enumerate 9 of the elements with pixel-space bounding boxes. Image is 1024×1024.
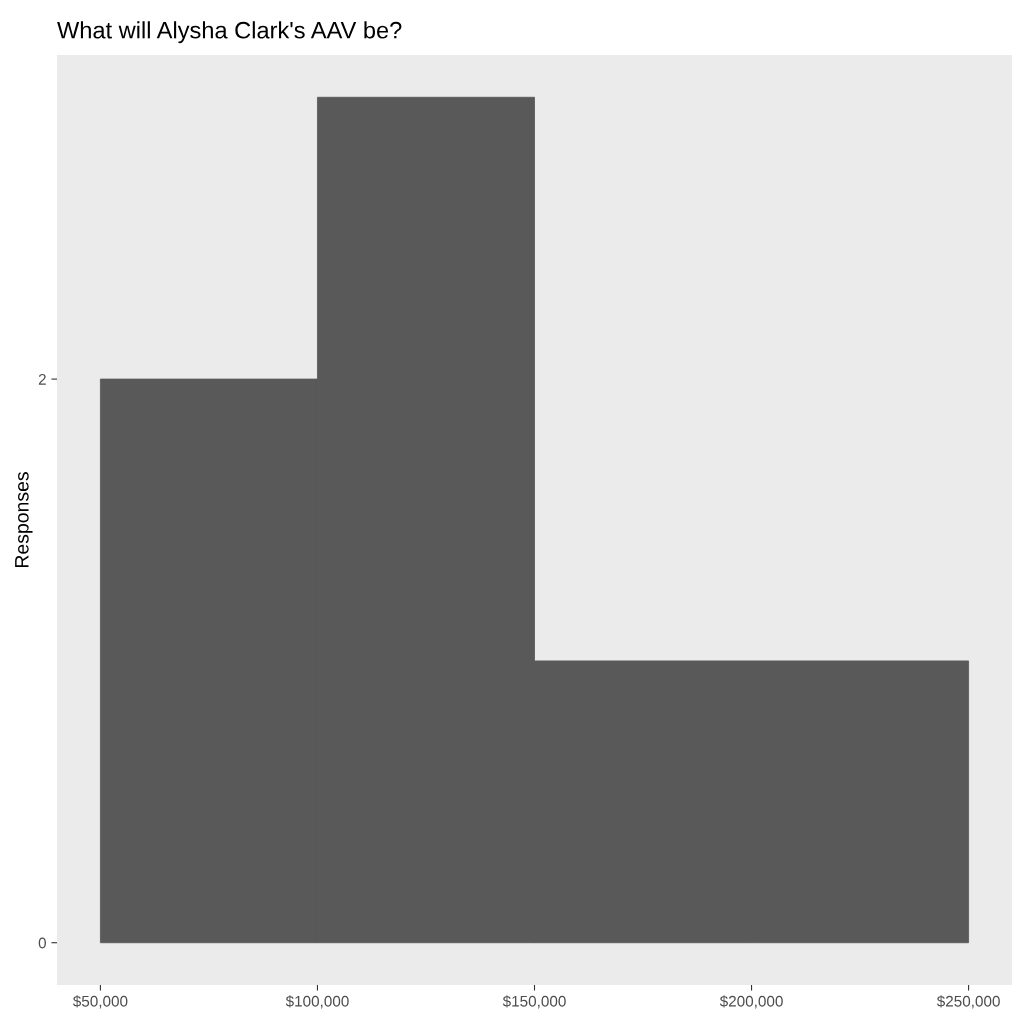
x-tick-label: $200,000 — [719, 995, 783, 1009]
x-tick-label: $50,000 — [72, 995, 128, 1009]
chart-title: What will Alysha Clark's AAV be? — [57, 21, 402, 44]
x-tick-label: $250,000 — [936, 995, 1000, 1009]
x-tick-label: $100,000 — [285, 995, 349, 1009]
y-axis-title: Responses — [15, 472, 33, 568]
y-tick-label: 0 — [38, 937, 46, 949]
y-tick-label: 2 — [38, 373, 46, 385]
x-tick-label: $150,000 — [502, 995, 566, 1009]
